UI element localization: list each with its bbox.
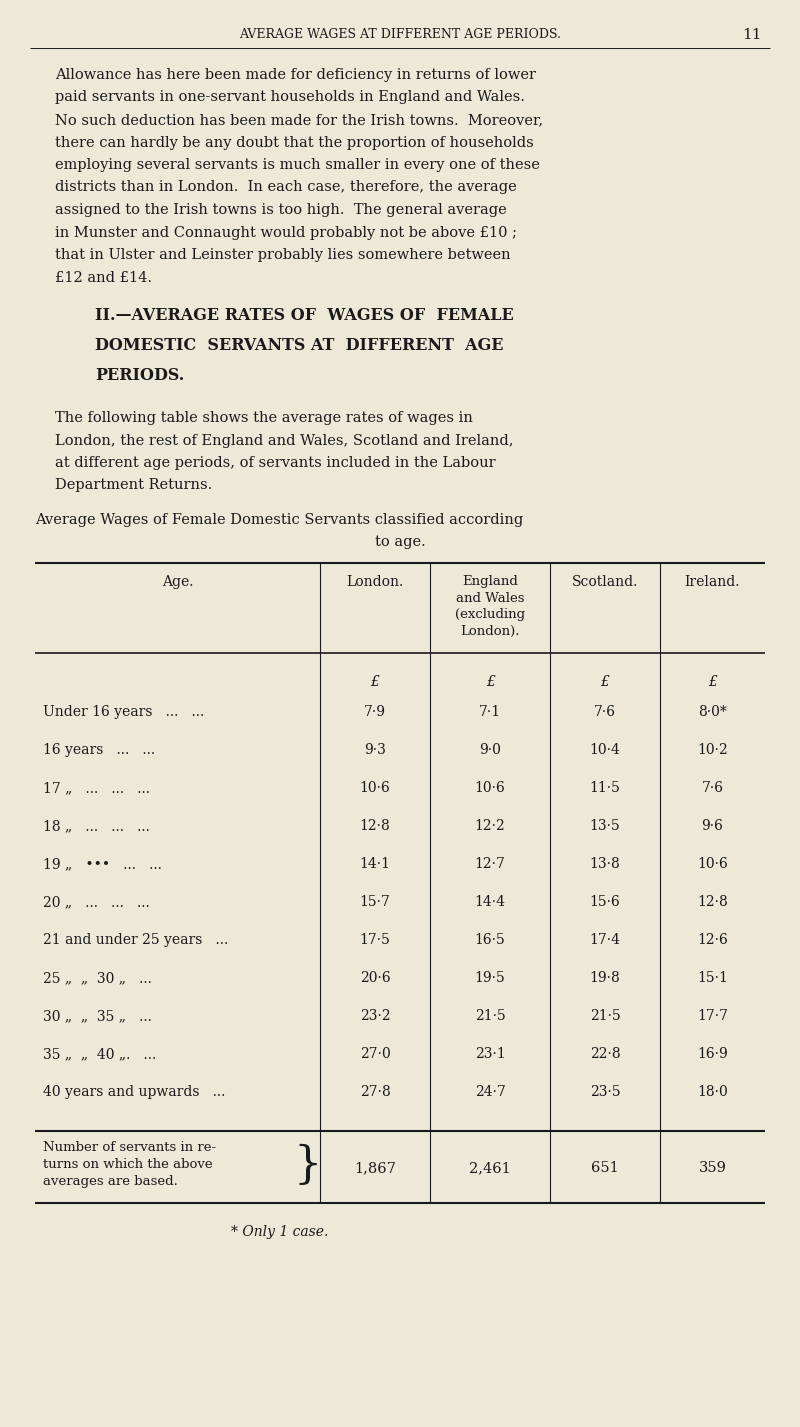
Text: 8·0*: 8·0* bbox=[698, 705, 727, 719]
Text: 17 „   ...   ...   ...: 17 „ ... ... ... bbox=[43, 781, 150, 795]
Text: 35 „  „  40 „.   ...: 35 „ „ 40 „. ... bbox=[43, 1047, 156, 1062]
Text: 12·6: 12·6 bbox=[697, 933, 728, 948]
Text: 9·3: 9·3 bbox=[364, 743, 386, 756]
Text: Under 16 years   ...   ...: Under 16 years ... ... bbox=[43, 705, 204, 719]
Text: paid servants in one-servant households in England and Wales.: paid servants in one-servant households … bbox=[55, 90, 525, 104]
Text: The following table shows the average rates of wages in: The following table shows the average ra… bbox=[55, 411, 473, 425]
Text: Scotland.: Scotland. bbox=[572, 575, 638, 589]
Text: 18·0: 18·0 bbox=[697, 1085, 728, 1099]
Text: Department Returns.: Department Returns. bbox=[55, 478, 212, 492]
Text: there can hardly be any doubt that the proportion of households: there can hardly be any doubt that the p… bbox=[55, 136, 534, 150]
Text: Number of servants in re-
turns on which the above
averages are based.: Number of servants in re- turns on which… bbox=[43, 1142, 216, 1189]
Text: 23·2: 23·2 bbox=[360, 1009, 390, 1023]
Text: 11: 11 bbox=[742, 29, 762, 41]
Text: 25 „  „  30 „   ...: 25 „ „ 30 „ ... bbox=[43, 970, 152, 985]
Text: 21·5: 21·5 bbox=[590, 1009, 620, 1023]
Text: 13·5: 13·5 bbox=[590, 819, 620, 833]
Text: 7·6: 7·6 bbox=[702, 781, 723, 795]
Text: 18 „   ...   ...   ...: 18 „ ... ... ... bbox=[43, 819, 150, 833]
Text: 10·2: 10·2 bbox=[697, 743, 728, 756]
Text: 12·8: 12·8 bbox=[697, 895, 728, 909]
Text: 10·6: 10·6 bbox=[360, 781, 390, 795]
Text: No such deduction has been made for the Irish towns.  Moreover,: No such deduction has been made for the … bbox=[55, 113, 543, 127]
Text: 359: 359 bbox=[698, 1162, 726, 1174]
Text: at different age periods, of servants included in the Labour: at different age periods, of servants in… bbox=[55, 457, 496, 469]
Text: assigned to the Irish towns is too high.  The general average: assigned to the Irish towns is too high.… bbox=[55, 203, 506, 217]
Text: PERIODS.: PERIODS. bbox=[95, 367, 184, 384]
Text: 13·8: 13·8 bbox=[590, 858, 620, 870]
Text: £: £ bbox=[486, 675, 494, 689]
Text: London.: London. bbox=[346, 575, 404, 589]
Text: 15·7: 15·7 bbox=[359, 895, 390, 909]
Text: that in Ulster and Leinster probably lies somewhere between: that in Ulster and Leinster probably lie… bbox=[55, 248, 510, 263]
Text: * Only 1 case.: * Only 1 case. bbox=[231, 1224, 329, 1239]
Text: 19 „   •••   ...   ...: 19 „ ••• ... ... bbox=[43, 858, 162, 870]
Text: 16·5: 16·5 bbox=[474, 933, 506, 948]
Text: 19·8: 19·8 bbox=[590, 970, 620, 985]
Text: 17·7: 17·7 bbox=[697, 1009, 728, 1023]
Text: 9·6: 9·6 bbox=[702, 819, 723, 833]
Text: £: £ bbox=[601, 675, 610, 689]
Text: Allowance has here been made for deficiency in returns of lower: Allowance has here been made for deficie… bbox=[55, 68, 536, 81]
Text: 10·6: 10·6 bbox=[474, 781, 506, 795]
Text: DOMESTIC  SERVANTS AT  DIFFERENT  AGE: DOMESTIC SERVANTS AT DIFFERENT AGE bbox=[95, 337, 503, 354]
Text: England
and Wales
(excluding
London).: England and Wales (excluding London). bbox=[455, 575, 525, 638]
Text: 17·5: 17·5 bbox=[359, 933, 390, 948]
Text: London, the rest of England and Wales, Scotland and Ireland,: London, the rest of England and Wales, S… bbox=[55, 434, 514, 448]
Text: 24·7: 24·7 bbox=[474, 1085, 506, 1099]
Text: 23·5: 23·5 bbox=[590, 1085, 620, 1099]
Text: 40 years and upwards   ...: 40 years and upwards ... bbox=[43, 1085, 226, 1099]
Text: 16·9: 16·9 bbox=[697, 1047, 728, 1062]
Text: 9·0: 9·0 bbox=[479, 743, 501, 756]
Text: 23·1: 23·1 bbox=[474, 1047, 506, 1062]
Text: 20·6: 20·6 bbox=[360, 970, 390, 985]
Text: 16 years   ...   ...: 16 years ... ... bbox=[43, 743, 155, 756]
Text: employing several servants is much smaller in every one of these: employing several servants is much small… bbox=[55, 158, 540, 173]
Text: 651: 651 bbox=[591, 1162, 619, 1174]
Text: Age.: Age. bbox=[162, 575, 194, 589]
Text: districts than in London.  In each case, therefore, the average: districts than in London. In each case, … bbox=[55, 180, 517, 194]
Text: 19·5: 19·5 bbox=[474, 970, 506, 985]
Text: 12·7: 12·7 bbox=[474, 858, 506, 870]
Text: to age.: to age. bbox=[374, 535, 426, 549]
Text: 27·8: 27·8 bbox=[360, 1085, 390, 1099]
Text: 12·2: 12·2 bbox=[474, 819, 506, 833]
Text: £: £ bbox=[708, 675, 717, 689]
Text: II.—AVERAGE RATES OF  WAGES OF  FEMALE: II.—AVERAGE RATES OF WAGES OF FEMALE bbox=[95, 307, 514, 324]
Text: 20 „   ...   ...   ...: 20 „ ... ... ... bbox=[43, 895, 150, 909]
Text: £12 and £14.: £12 and £14. bbox=[55, 271, 152, 284]
Text: }: } bbox=[294, 1143, 322, 1187]
Text: 14·1: 14·1 bbox=[359, 858, 390, 870]
Text: 15·1: 15·1 bbox=[697, 970, 728, 985]
Text: 15·6: 15·6 bbox=[590, 895, 620, 909]
Text: AVERAGE WAGES AT DIFFERENT AGE PERIODS.: AVERAGE WAGES AT DIFFERENT AGE PERIODS. bbox=[239, 29, 561, 41]
Text: 22·8: 22·8 bbox=[590, 1047, 620, 1062]
Text: 7·6: 7·6 bbox=[594, 705, 616, 719]
Text: 14·4: 14·4 bbox=[474, 895, 506, 909]
Text: 11·5: 11·5 bbox=[590, 781, 621, 795]
Text: £: £ bbox=[370, 675, 379, 689]
Text: 12·8: 12·8 bbox=[360, 819, 390, 833]
Text: 21·5: 21·5 bbox=[474, 1009, 506, 1023]
Text: in Munster and Connaught would probably not be above £10 ;: in Munster and Connaught would probably … bbox=[55, 225, 517, 240]
Text: Ireland.: Ireland. bbox=[685, 575, 740, 589]
Text: 27·0: 27·0 bbox=[360, 1047, 390, 1062]
Text: 7·9: 7·9 bbox=[364, 705, 386, 719]
Text: 2,461: 2,461 bbox=[469, 1162, 511, 1174]
Text: 7·1: 7·1 bbox=[479, 705, 501, 719]
Text: 10·4: 10·4 bbox=[590, 743, 621, 756]
Text: 10·6: 10·6 bbox=[697, 858, 728, 870]
Text: Average Wages of Female Domestic Servants classified according: Average Wages of Female Domestic Servant… bbox=[35, 512, 523, 527]
Text: 17·4: 17·4 bbox=[590, 933, 621, 948]
Text: 30 „  „  35 „   ...: 30 „ „ 35 „ ... bbox=[43, 1009, 152, 1023]
Text: 21 and under 25 years   ...: 21 and under 25 years ... bbox=[43, 933, 228, 948]
Text: 1,867: 1,867 bbox=[354, 1162, 396, 1174]
